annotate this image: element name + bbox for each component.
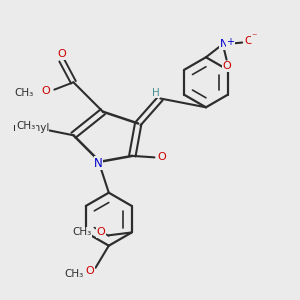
Text: methyl: methyl <box>41 124 46 125</box>
Text: CH₃: CH₃ <box>73 227 92 237</box>
Text: O: O <box>41 86 50 96</box>
Text: CH₃: CH₃ <box>14 88 34 98</box>
Text: ⁻: ⁻ <box>251 32 257 42</box>
Text: N: N <box>219 39 228 49</box>
Text: CH₃: CH₃ <box>64 269 84 279</box>
Text: N: N <box>94 157 103 170</box>
Text: O: O <box>85 266 94 276</box>
Text: methyl: methyl <box>13 123 49 133</box>
Text: +: + <box>226 37 234 46</box>
Text: O: O <box>97 227 105 237</box>
Text: O: O <box>244 36 253 46</box>
Text: O: O <box>158 152 166 162</box>
Text: H: H <box>152 88 160 98</box>
Text: O: O <box>57 49 66 59</box>
Text: O: O <box>222 61 231 71</box>
Text: CH₃: CH₃ <box>16 122 35 131</box>
